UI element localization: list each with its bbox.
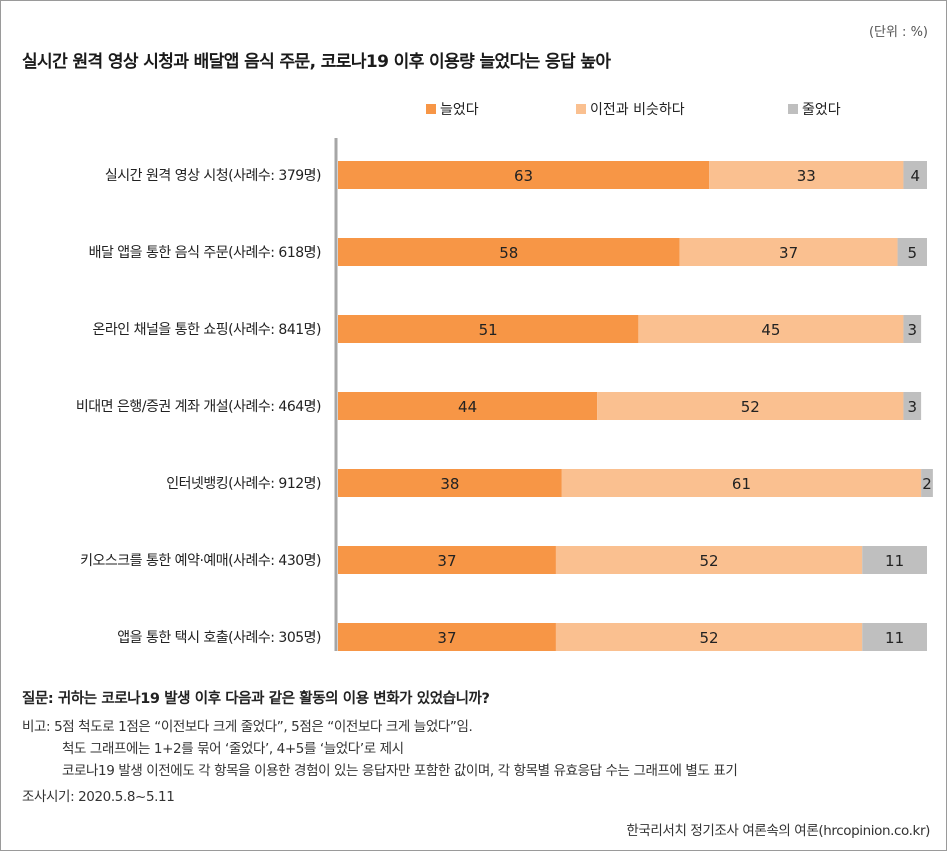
- category-label: 앱을 통한 택시 호출(사례수: 305명): [117, 630, 321, 646]
- category-label: 온라인 채널을 통한 쇼핑(사례수: 841명): [93, 322, 322, 338]
- bar-decreased: [921, 469, 933, 497]
- data-label-similar: 45: [761, 321, 780, 339]
- remark-line-2: 척도 그래프에는 1+2를 묶어 ‘줄었다’, 4+5를 ‘늘었다’로 제시: [62, 741, 404, 757]
- data-label-increased: 58: [499, 244, 518, 262]
- data-label-similar: 33: [797, 167, 816, 185]
- data-label-decreased: 11: [885, 629, 904, 647]
- data-label-similar: 61: [732, 475, 751, 493]
- legend-item-decreased: 줄었다: [788, 99, 841, 119]
- bar-decreased: [903, 392, 922, 420]
- bar-increased: [338, 315, 639, 343]
- bar-increased: [338, 469, 562, 497]
- bar-increased: [338, 392, 598, 420]
- bar-decreased: [897, 238, 927, 266]
- legend-item-increased: 늘었다: [426, 99, 479, 119]
- bar-decreased: [862, 546, 927, 574]
- bar-similar: [597, 392, 904, 420]
- legend-item-similar: 이전과 비슷하다: [576, 99, 685, 119]
- bar-similar: [555, 623, 863, 651]
- chart-title: 실시간 원격 영상 시청과 배달앱 음식 주문, 코로나19 이후 이용량 늘었…: [22, 52, 611, 72]
- data-label-decreased: 5: [908, 244, 918, 262]
- bar-decreased: [903, 315, 922, 343]
- data-label-decreased: 2: [922, 475, 932, 493]
- data-label-decreased: 3: [908, 321, 918, 339]
- legend-swatch-increased: [426, 104, 436, 114]
- legend-label-decreased: 줄었다: [802, 102, 841, 118]
- legend-label-increased: 늘었다: [440, 102, 479, 118]
- data-label-increased: 44: [458, 398, 477, 416]
- legend-swatch-similar: [576, 104, 586, 114]
- remark-line-3: 코로나19 발생 이전에도 각 항목을 이용한 경험이 있는 응답자만 포함한 …: [62, 763, 738, 779]
- data-label-increased: 51: [479, 321, 498, 339]
- bar-increased: [338, 161, 710, 189]
- stacked-bar-chart: 실시간 원격 영상 시청(사례수: 379명) 63 33 4배달 앱을 통한 음식 …: [76, 138, 933, 651]
- notes: 질문: 귀하는 코로나19 발생 이후 다음과 같은 활동의 이용 변화가 있었…: [22, 687, 932, 808]
- data-label-increased: 38: [440, 475, 459, 493]
- data-label-similar: 52: [700, 552, 719, 570]
- remark-line-1: 비고: 5점 척도로 1점은 “이전보다 크게 줄었다”, 5점은 “이전보다 …: [22, 719, 473, 735]
- data-label-decreased: 3: [908, 398, 918, 416]
- bar-increased: [338, 238, 680, 266]
- bar-similar: [709, 161, 904, 189]
- survey-period: 조사시기: 2020.5.8~5.11: [22, 789, 175, 805]
- legend-label-similar: 이전과 비슷하다: [590, 102, 685, 118]
- data-label-similar: 52: [741, 398, 760, 416]
- bar-similar: [561, 469, 922, 497]
- data-label-increased: 37: [437, 552, 456, 570]
- source-credit: 한국리서치 정기조사 여론속의 여론(hrcopinion.co.kr): [626, 823, 930, 839]
- bar-increased: [338, 623, 556, 651]
- bar-decreased: [903, 161, 927, 189]
- unit-label: (단위 : %): [868, 25, 928, 40]
- bar-decreased: [862, 623, 927, 651]
- category-label: 인터넷뱅킹(사례수: 912명): [166, 476, 321, 492]
- bar-similar: [638, 315, 904, 343]
- data-label-increased: 63: [514, 167, 533, 185]
- bar-similar: [555, 546, 863, 574]
- category-label: 실시간 원격 영상 시청(사례수: 379명): [105, 168, 321, 184]
- data-label-similar: 37: [779, 244, 798, 262]
- data-label-increased: 37: [437, 629, 456, 647]
- data-label-decreased: 11: [885, 552, 904, 570]
- survey-question: 질문: 귀하는 코로나19 발생 이후 다음과 같은 활동의 이용 변화가 있었…: [22, 691, 490, 707]
- data-label-similar: 52: [700, 629, 719, 647]
- category-label: 비대면 은행/증권 계좌 개설(사례수: 464명): [76, 399, 321, 415]
- bar-similar: [679, 238, 898, 266]
- bar-increased: [338, 546, 556, 574]
- category-label: 키오스크를 통한 예약·예매(사례수: 430명): [80, 553, 321, 569]
- legend-swatch-decreased: [788, 104, 798, 114]
- category-label: 배달 앱을 통한 음식 주문(사례수: 618명): [89, 245, 321, 261]
- data-label-decreased: 4: [910, 167, 920, 185]
